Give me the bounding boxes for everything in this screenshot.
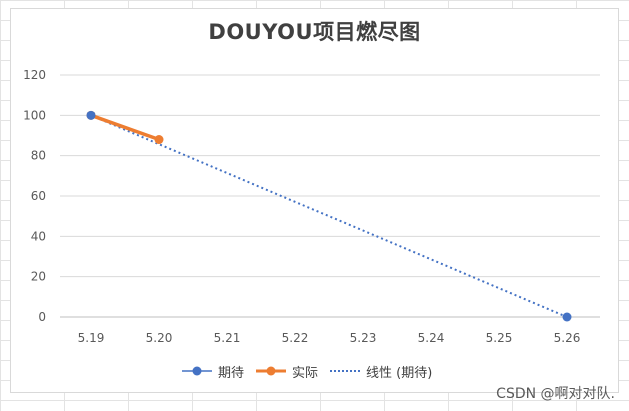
legend-swatch-trendline [330, 370, 361, 372]
x-tick-label: 5.25 [486, 331, 513, 345]
legend-label-actual: 实际 [292, 365, 319, 381]
legend: 期待 实际 线性 (期待) [180, 360, 470, 382]
chart-title: DOUYOU项目燃尽图 [208, 20, 421, 44]
x-tick-label: 5.21 [214, 331, 241, 345]
y-tick-label: 120 [23, 68, 46, 82]
watermark: CSDN @啊对对队. [496, 386, 615, 402]
legend-item-trendline: 线性 (期待) [328, 362, 432, 381]
legend-label-expected: 期待 [218, 365, 245, 381]
y-tick-label: 100 [23, 108, 46, 122]
chart-area[interactable] [10, 8, 619, 393]
trendline-series-line [90, 114, 568, 318]
x-tick-label: 5.22 [282, 331, 309, 345]
y-tick-label: 40 [31, 229, 46, 243]
actual-point [154, 135, 164, 145]
legend-item-actual: 实际 [254, 362, 318, 381]
y-tick-label: 60 [31, 189, 46, 203]
x-tick-label: 5.19 [78, 331, 105, 345]
y-tick-label: 0 [38, 310, 46, 324]
legend-label-trendline: 线性 (期待) [366, 365, 433, 381]
y-tick-label: 80 [31, 149, 46, 163]
expected-point [86, 110, 96, 120]
legend-swatch-actual [256, 366, 287, 376]
legend-item-expected: 期待 [180, 362, 244, 381]
legend-swatch-expected [182, 366, 212, 376]
x-tick-label: 5.24 [418, 331, 445, 345]
expected-point [562, 312, 572, 322]
x-tick-label: 5.26 [554, 331, 581, 345]
actual-series-line [90, 113, 160, 142]
x-tick-label: 5.23 [350, 331, 377, 345]
x-tick-label: 5.20 [146, 331, 173, 345]
y-tick-label: 20 [31, 270, 46, 284]
